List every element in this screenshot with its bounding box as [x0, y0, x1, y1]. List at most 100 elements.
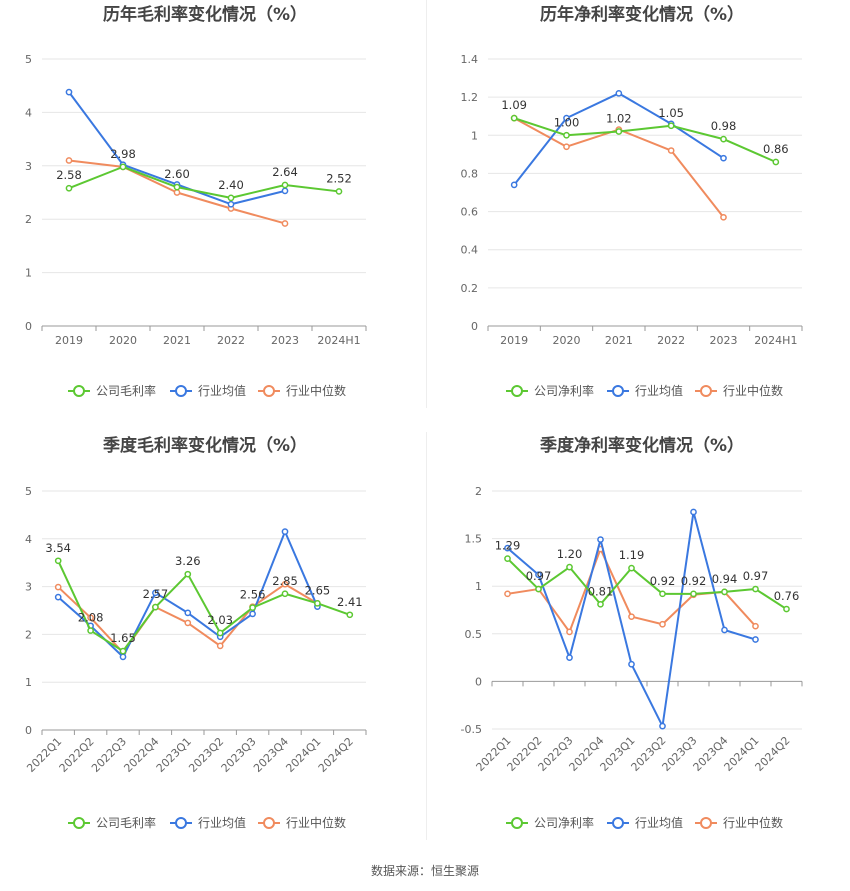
x-tick-label: 2022Q2 — [57, 735, 97, 775]
legend-label: 行业中位数 — [723, 815, 783, 830]
data-label: 2.40 — [218, 178, 244, 192]
data-label: 2.57 — [143, 587, 169, 601]
legend-item-average: 行业均值 — [170, 815, 246, 830]
data-point-average — [563, 114, 570, 122]
data-point-company — [335, 188, 343, 195]
series-line-company — [57, 560, 351, 653]
data-point-company — [504, 555, 511, 562]
data-label: 2.03 — [207, 613, 233, 627]
y-tick-label: 2 — [475, 485, 482, 498]
data-point-median — [659, 620, 666, 628]
series-line-company — [68, 165, 340, 199]
data-point-company — [119, 163, 127, 171]
data-label: 0.92 — [650, 574, 676, 588]
data-label: 2.41 — [337, 595, 363, 609]
data-point-median — [173, 189, 181, 196]
y-tick-label: 1.2 — [461, 91, 479, 104]
y-tick-label: 2 — [25, 213, 32, 226]
y-tick-label: 1.4 — [461, 53, 479, 66]
data-point-average — [566, 654, 573, 661]
y-tick-label: 4 — [25, 106, 32, 119]
data-point-median — [752, 622, 759, 630]
data-point-company — [65, 184, 73, 192]
y-tick-label: 2 — [25, 628, 32, 641]
data-point-average — [249, 610, 256, 618]
data-point-median — [720, 213, 727, 221]
data-point-company — [119, 647, 127, 655]
data-point-average — [504, 544, 511, 552]
data-label: 0.94 — [712, 572, 738, 586]
data-point-average — [510, 181, 518, 189]
chart-title: 历年毛利率变化情况（%） — [103, 4, 307, 25]
data-point-company — [772, 158, 780, 166]
data-label: 1.29 — [495, 539, 521, 553]
data-label: 0.97 — [526, 569, 552, 583]
data-label: 2.98 — [110, 147, 136, 161]
data-point-average — [54, 593, 62, 601]
chart-title: 季度净利率变化情况（%） — [540, 435, 744, 456]
data-label: 2.85 — [272, 574, 298, 588]
legend-item-company: 公司净利率 — [506, 383, 594, 398]
data-point-average — [535, 571, 542, 579]
x-tick-label: 2023 — [710, 334, 738, 347]
data-label: 2.56 — [240, 588, 266, 602]
data-label: 1.65 — [110, 631, 136, 645]
legend-marker — [73, 817, 85, 829]
x-tick-label: 2022Q1 — [24, 735, 64, 775]
data-label: 0.76 — [774, 589, 800, 603]
legend-label: 行业均值 — [635, 815, 683, 830]
data-label: 2.58 — [56, 168, 82, 182]
data-point-average — [119, 653, 127, 661]
legend-label: 行业中位数 — [286, 383, 346, 398]
legend-marker — [175, 817, 187, 829]
data-point-median — [184, 619, 192, 627]
y-tick-label: 1.5 — [465, 533, 483, 546]
data-point-median — [87, 614, 94, 622]
legend-label: 行业均值 — [198, 383, 246, 398]
y-tick-label: 0 — [475, 675, 482, 688]
data-point-company — [510, 114, 518, 122]
x-tick-label: 2019 — [55, 334, 83, 347]
y-tick-label: 3 — [25, 160, 32, 173]
data-source: 数据来源：恒生聚源 — [370, 864, 479, 878]
data-point-median — [65, 157, 73, 164]
data-point-company — [690, 590, 697, 598]
data-label: 2.08 — [78, 611, 104, 625]
y-tick-label: 0.6 — [461, 206, 479, 219]
x-tick-label: 2021 — [163, 334, 191, 347]
data-point-company — [216, 629, 224, 637]
data-point-average — [281, 187, 289, 195]
chart-annual-net: 历年净利率变化情况（%） 0 0.2 0.4 0.6 0.8 1 1.2 1.4 2019 2020… — [461, 4, 803, 398]
data-point-company — [752, 585, 759, 593]
data-label: 0.81 — [588, 584, 614, 598]
legend-label: 公司净利率 — [534, 383, 594, 398]
data-point-median — [667, 147, 675, 154]
y-tick-label: 0.8 — [461, 167, 479, 180]
data-point-average — [615, 89, 623, 97]
x-tick-label: 2022Q4 — [121, 735, 161, 775]
y-tick-label: 1 — [475, 580, 482, 593]
data-point-average — [152, 589, 159, 597]
data-point-company — [563, 131, 570, 139]
series-line-company — [513, 117, 777, 163]
data-label: 0.92 — [681, 574, 707, 588]
x-tick-label: 2020 — [109, 334, 137, 347]
x-tick-label: 2022 — [217, 334, 245, 347]
chart-annual-gross: 历年毛利率变化情况（%） 0 1 2 3 4 5 2019 2020 2021 2022 2023 20… — [25, 4, 367, 398]
y-tick-label: 1 — [25, 267, 32, 280]
chart-quarterly-net: 季度净利率变化情况（%）-0.500.511.522022Q12022Q2202… — [461, 435, 803, 830]
data-label: 1.02 — [606, 111, 632, 125]
vertical-divider-top — [426, 0, 427, 408]
data-point-company — [659, 590, 666, 598]
data-label: 3.54 — [45, 541, 71, 555]
legend-marker — [612, 385, 624, 397]
chart-quarterly-gross: 季度毛利率变化情况（%） 0 1 2 3 4 5 2022Q12022Q22022Q32022… — [24, 435, 367, 830]
data-point-company — [566, 563, 573, 571]
data-point-company — [249, 604, 256, 611]
x-tick-label: 2024H1 — [317, 334, 360, 347]
x-tick-label: 2020 — [553, 334, 581, 347]
x-tick-label: 2022Q3 — [89, 735, 129, 775]
data-point-company — [54, 557, 62, 565]
data-point-average — [281, 528, 289, 535]
